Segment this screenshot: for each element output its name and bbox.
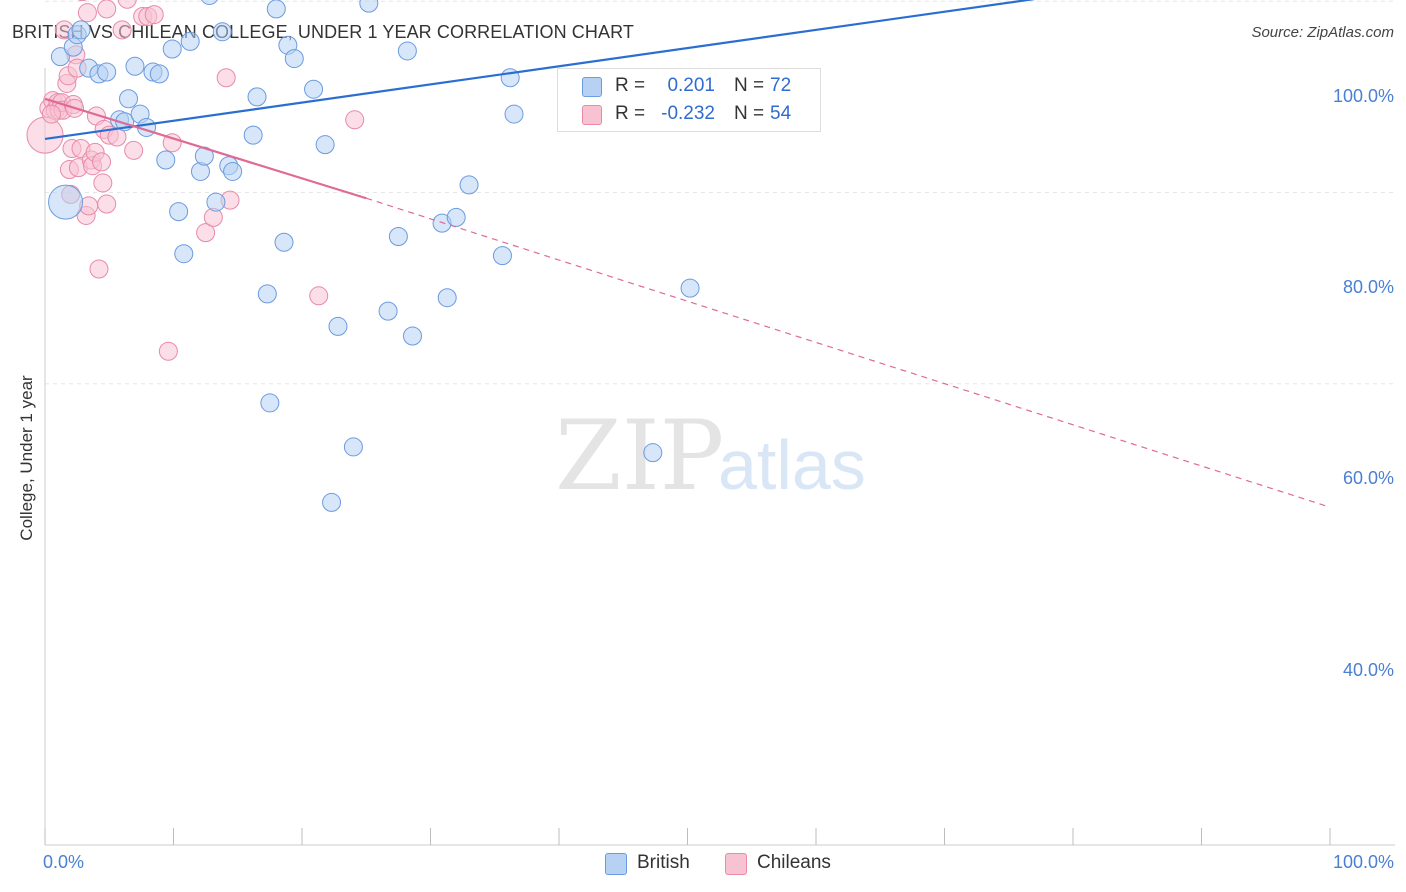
chileans-point — [216, 68, 236, 88]
british-swatch — [582, 77, 602, 97]
chileans-trend-line — [44, 97, 367, 200]
y-tick-label: 100.0% — [1332, 86, 1394, 106]
british-trend-line — [44, 0, 1036, 141]
chileans-point — [77, 0, 87, 2]
british-point — [180, 31, 200, 51]
british-point — [97, 62, 117, 82]
n-value: 72 — [770, 75, 792, 96]
chileans-point — [162, 133, 182, 153]
british-point — [257, 284, 277, 304]
chileans-point — [97, 194, 117, 214]
n-value: 54 — [770, 103, 792, 124]
r-label: R = — [615, 103, 646, 124]
british-point — [446, 207, 466, 227]
chart-title: BRITISH VS CHILEAN COLLEGE, UNDER 1 YEAR… — [12, 22, 634, 42]
british-point — [50, 47, 70, 67]
british-point — [206, 192, 226, 212]
british-point — [284, 49, 304, 69]
chileans-point — [97, 0, 117, 19]
british-point — [212, 22, 232, 42]
british-point — [247, 87, 267, 107]
legend-item-british[interactable]: British — [605, 851, 715, 877]
legend: British Chileans — [0, 851, 1406, 877]
chileans-point — [77, 3, 97, 23]
source-credit: Source: ZipAtlas.com — [1251, 24, 1394, 41]
british-point — [274, 232, 294, 252]
chileans-point — [345, 110, 365, 130]
n-label: N = — [734, 103, 765, 124]
british-point — [125, 56, 145, 76]
chileans-swatch — [725, 853, 747, 875]
british-point — [162, 39, 182, 59]
british-point — [223, 161, 243, 181]
british-point — [156, 150, 176, 170]
n-label: N = — [734, 75, 765, 96]
british-point — [304, 79, 324, 99]
british-point — [201, 0, 218, 5]
x-tick-label-max: 100.0% — [1332, 852, 1394, 872]
british-point — [243, 125, 263, 145]
british-point — [680, 278, 700, 298]
chileans-point — [41, 104, 61, 124]
chileans-point — [26, 116, 64, 154]
british-point — [48, 184, 84, 220]
stats-row-british: R = 0.201 N = 72 — [558, 72, 820, 100]
watermark-atlas: atlas — [718, 426, 866, 504]
chileans-point — [92, 152, 112, 172]
british-point — [643, 443, 663, 463]
chileans-point — [124, 140, 144, 160]
chileans-point — [112, 20, 132, 40]
chileans-point — [89, 259, 109, 279]
chileans-point — [196, 223, 216, 243]
british-point — [397, 41, 417, 61]
british-point — [169, 202, 189, 222]
british-point — [359, 0, 379, 13]
chileans-point — [144, 5, 164, 25]
chileans-swatch — [582, 105, 602, 125]
chileans-point — [309, 286, 329, 306]
british-point — [378, 301, 398, 321]
y-tick-label: 40.0% — [1342, 660, 1394, 680]
chileans-point — [117, 0, 137, 9]
british-point — [119, 89, 139, 109]
british-point — [260, 393, 280, 413]
british-point — [343, 437, 363, 457]
british-point — [328, 316, 348, 336]
british-point — [149, 64, 169, 84]
y-tick-label: 60.0% — [1342, 468, 1394, 488]
legend-label: Chileans — [757, 852, 831, 873]
r-value: -0.232 — [661, 103, 715, 124]
chileans-point — [93, 173, 113, 193]
stats-row-chileans: R = -0.232 N = 54 — [558, 100, 820, 128]
british-point — [437, 288, 457, 308]
british-point — [266, 0, 286, 19]
x-tick-label-min: 0.0% — [43, 852, 85, 872]
british-point — [403, 326, 423, 346]
legend-item-chileans[interactable]: Chileans — [725, 851, 855, 877]
british-swatch — [605, 853, 627, 875]
r-label: R = — [615, 75, 646, 96]
chileans-points — [26, 0, 365, 361]
british-point — [71, 20, 91, 40]
r-value: 0.201 — [667, 75, 715, 96]
british-point — [174, 244, 194, 264]
british-point — [459, 175, 479, 195]
y-tick-label: 80.0% — [1342, 277, 1394, 297]
british-point — [388, 226, 408, 246]
watermark-zip: ZIP — [555, 400, 725, 512]
chileans-trend-extension — [366, 197, 1331, 508]
gridlines — [45, 0, 1395, 385]
axes — [44, 68, 1395, 846]
stats-box: R = 0.201 N = 72 R = -0.232 N = 54 — [557, 68, 821, 132]
chileans-point — [158, 341, 178, 361]
legend-label: British — [637, 852, 690, 873]
british-point — [492, 246, 512, 266]
trend-lines — [44, 0, 1331, 508]
british-point — [322, 492, 342, 512]
british-point — [315, 135, 335, 155]
british-point — [504, 104, 524, 124]
